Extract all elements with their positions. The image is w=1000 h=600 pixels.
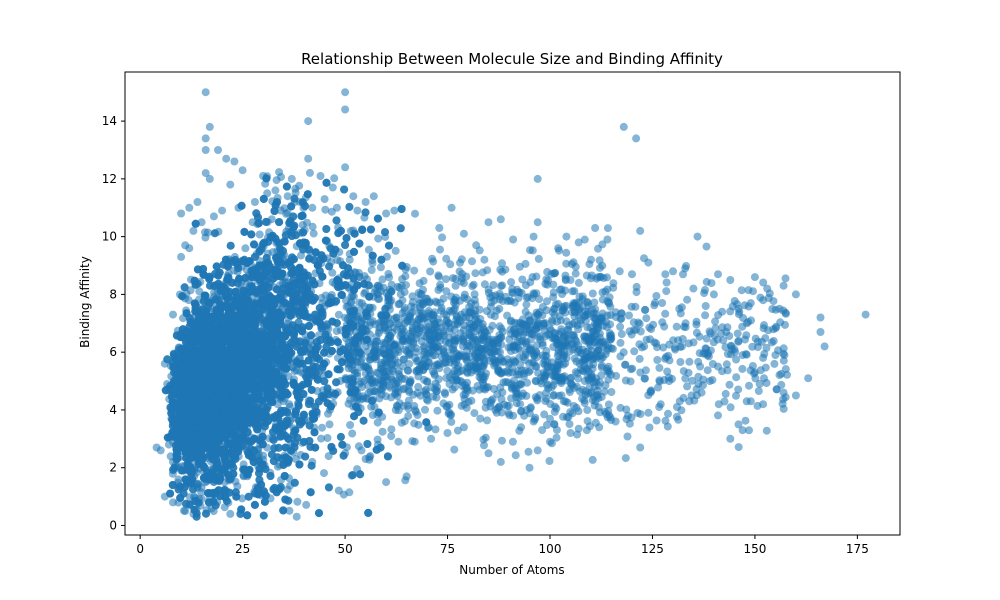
data-point (334, 486, 343, 495)
data-point (317, 293, 326, 302)
data-point (291, 188, 300, 197)
data-point (302, 500, 311, 509)
data-point (277, 173, 285, 181)
data-point (325, 420, 334, 429)
data-point (293, 497, 302, 506)
data-point (305, 168, 314, 177)
data-point (201, 228, 209, 237)
data-point (323, 434, 332, 442)
data-point (391, 246, 400, 255)
data-point (308, 222, 317, 231)
data-point (297, 251, 305, 260)
data-point (318, 423, 326, 432)
data-point (255, 230, 264, 239)
data-point (345, 488, 354, 497)
data-point (186, 286, 195, 295)
data-point (292, 512, 301, 521)
data-point (330, 174, 339, 183)
data-point (321, 205, 330, 214)
data-point (282, 209, 291, 218)
data-point (376, 263, 385, 272)
data-point (348, 429, 357, 438)
points-layer (152, 88, 870, 521)
data-point (328, 268, 337, 277)
data-point (324, 409, 332, 418)
data-point (374, 234, 383, 243)
data-point (332, 327, 341, 335)
data-point (317, 434, 326, 443)
data-point (241, 244, 250, 253)
data-point (285, 506, 294, 515)
data-point (309, 229, 318, 238)
data-point (334, 310, 343, 319)
data-point (248, 218, 257, 227)
data-point (195, 287, 204, 296)
data-point (411, 209, 419, 218)
data-point (320, 469, 328, 478)
data-point (303, 218, 311, 227)
